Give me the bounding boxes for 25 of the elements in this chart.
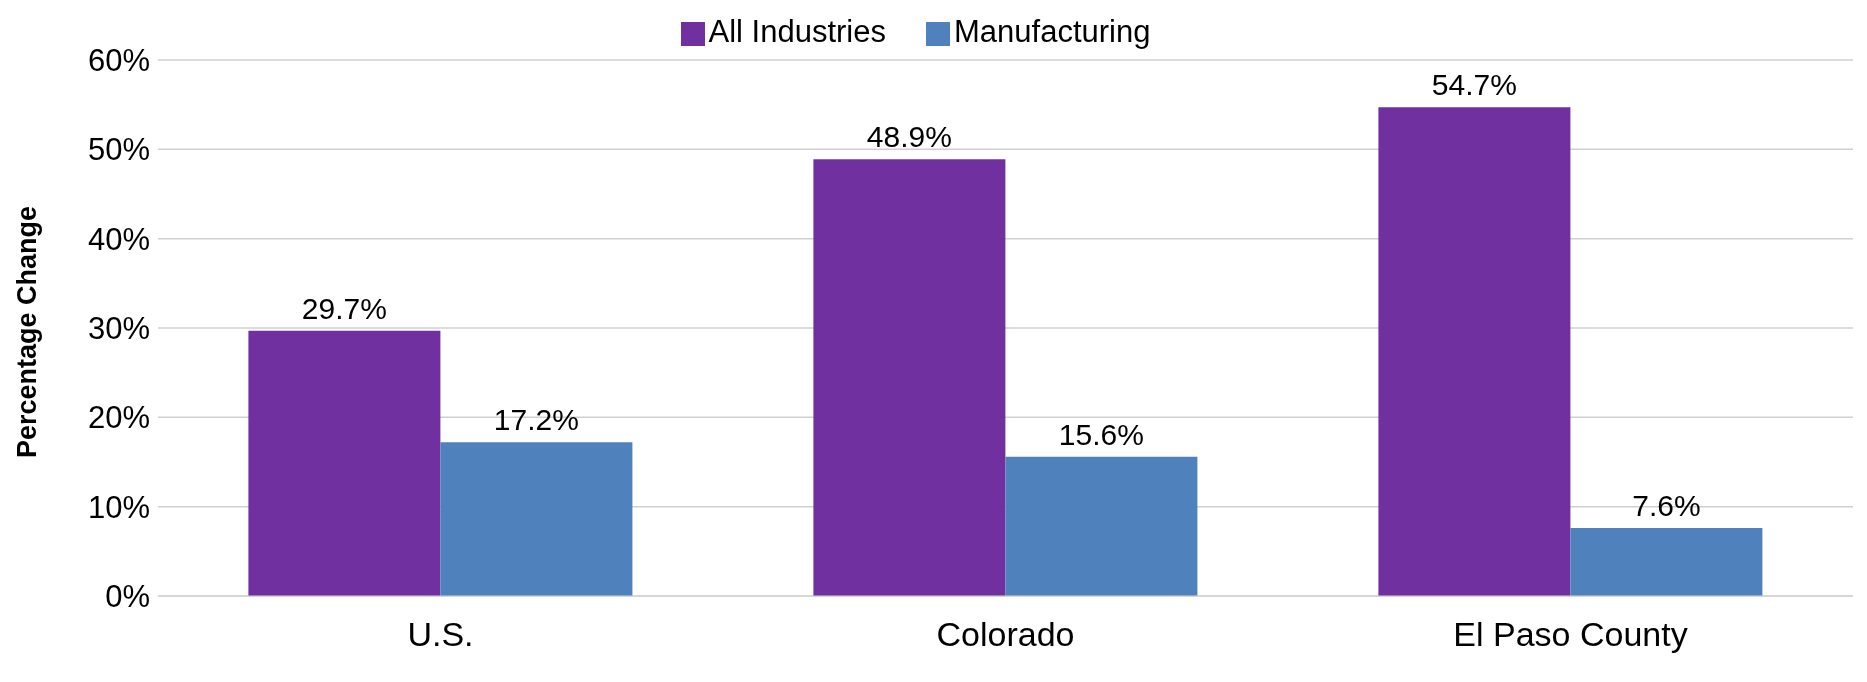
bar	[1570, 528, 1763, 596]
y-tick-label: 50%	[87, 132, 150, 168]
bar	[1005, 456, 1198, 596]
data-label: 29.7%	[301, 291, 387, 325]
y-tick-label: 60%	[87, 43, 150, 79]
bar	[440, 442, 633, 596]
data-label: 17.2%	[493, 403, 579, 437]
legend-label: All Industries	[708, 14, 886, 49]
data-label: 15.6%	[1058, 417, 1144, 451]
bar	[1378, 107, 1571, 596]
x-tick-label: Colorado	[936, 615, 1075, 654]
data-label: 7.6%	[1632, 489, 1701, 523]
bar	[248, 330, 441, 596]
y-tick-label: 40%	[87, 221, 150, 257]
x-tick-label: U.S.	[407, 615, 474, 654]
y-tick-label: 30%	[87, 311, 150, 347]
legend-label: Manufacturing	[954, 14, 1151, 49]
bar	[813, 159, 1006, 596]
y-tick-label: 20%	[87, 400, 150, 436]
data-label: 54.7%	[1431, 68, 1517, 102]
y-axis-title: Percentage Change	[11, 205, 42, 458]
x-tick-label: El Paso County	[1453, 615, 1688, 654]
data-label: 48.9%	[866, 120, 952, 154]
y-tick-label: 0%	[105, 579, 150, 615]
y-tick-label: 10%	[87, 489, 150, 525]
